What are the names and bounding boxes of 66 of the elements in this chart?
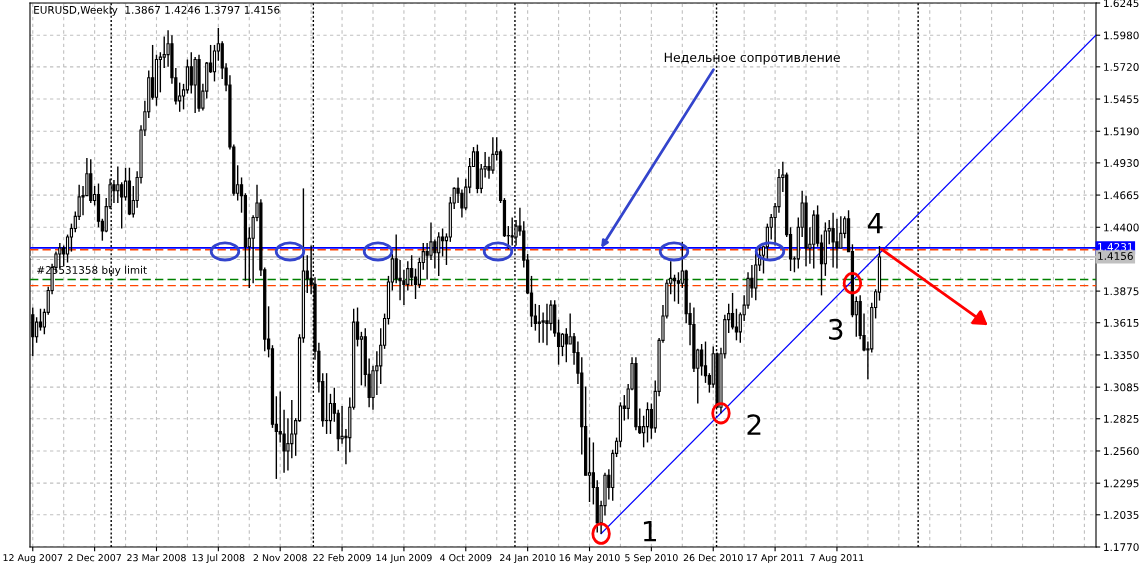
- y-tick-label: 1.2035: [1104, 511, 1139, 519]
- candlestick: [35, 316, 39, 344]
- annotation: 1: [643, 521, 656, 542]
- y-tick-label: 1.3085: [1104, 383, 1139, 392]
- annotation: 2: [747, 414, 761, 435]
- x-tick-label: 22 Feb 2009: [313, 553, 371, 562]
- candlestick: [487, 156, 491, 180]
- y-tick-label: 1.1770: [1104, 543, 1139, 552]
- x-tick-label: 23 Mar 2008: [127, 554, 186, 562]
- candlestick: [672, 274, 677, 303]
- candlestick: [831, 212, 835, 269]
- annotation: 3: [829, 318, 843, 340]
- annotation: Недельное сопротивление: [664, 52, 840, 65]
- candlestick: [189, 51, 193, 95]
- y-tick-label: 1.3875: [1104, 287, 1139, 296]
- candlestick: [433, 238, 437, 270]
- candlestick: [158, 51, 162, 94]
- annotation: 4: [867, 213, 883, 234]
- candlestick: [730, 292, 735, 331]
- candlestick: [116, 165, 120, 204]
- y-tick-label: 1.4930: [1104, 159, 1139, 167]
- candlestick: [703, 340, 708, 384]
- candlestick: [491, 136, 495, 175]
- x-tick-label: 4 Oct 2009: [440, 554, 492, 562]
- candlestick: [212, 44, 217, 83]
- candlestick: [425, 242, 429, 281]
- candlestick: [545, 303, 549, 346]
- x-tick-label: 14 Jun 2009: [376, 554, 432, 564]
- y-tick-label: 1.2825: [1104, 414, 1139, 423]
- candlestick: [560, 332, 565, 357]
- y-tick-label: 1.5455: [1104, 95, 1139, 104]
- ref-line-label: 1.4156: [1098, 252, 1133, 260]
- y-tick-label: 1.5190: [1104, 127, 1139, 136]
- y-tick-label: 1.5980: [1104, 31, 1139, 40]
- candlestick: [328, 393, 333, 435]
- candlestick: [754, 252, 758, 301]
- chart-title: EURUSD,Weekly 1.3867 1.4246 1.3797 1.4156: [34, 5, 280, 16]
- y-tick-label: 1.5720: [1104, 63, 1139, 71]
- y-tick-label: 1.4665: [1104, 191, 1139, 200]
- candlestick: [537, 304, 541, 344]
- x-tick-label: 12 Aug 2007: [3, 554, 63, 564]
- y-tick-label: 1.3615: [1104, 318, 1139, 327]
- x-tick-label: 17 Apr 2011: [746, 554, 804, 564]
- x-tick-label: 7 Aug 2011: [810, 554, 864, 564]
- x-tick-label: 13 Jul 2008: [192, 553, 245, 564]
- candlestick: [700, 343, 704, 377]
- candlestick: [185, 58, 190, 95]
- x-tick-label: 2 Dec 2007: [68, 554, 121, 562]
- candlestick: [734, 308, 739, 342]
- y-tick-label: 1.3350: [1104, 351, 1139, 360]
- y-tick-label: 1.2560: [1104, 447, 1139, 456]
- candlestick: [645, 401, 650, 444]
- candlestick: [437, 231, 441, 277]
- y-tick-label: 1.4400: [1104, 223, 1139, 232]
- ref-line-label: 1.4231: [1098, 242, 1133, 251]
- candlestick: [440, 227, 445, 258]
- x-tick-label: 2 Nov 2008: [253, 554, 307, 562]
- candlestick: [410, 254, 414, 287]
- y-tick-label: 1.2295: [1104, 479, 1139, 488]
- candlestick: [178, 81, 182, 113]
- y-tick-label: 1.6245: [1104, 0, 1139, 8]
- x-tick-label: 5 Sep 2010: [625, 554, 678, 564]
- candlestick: [676, 271, 681, 305]
- x-tick-label: 24 Jan 2010: [500, 554, 556, 564]
- x-tick-label: 26 Dec 2010: [683, 554, 743, 562]
- x-tick-label: 16 May 2010: [559, 554, 620, 564]
